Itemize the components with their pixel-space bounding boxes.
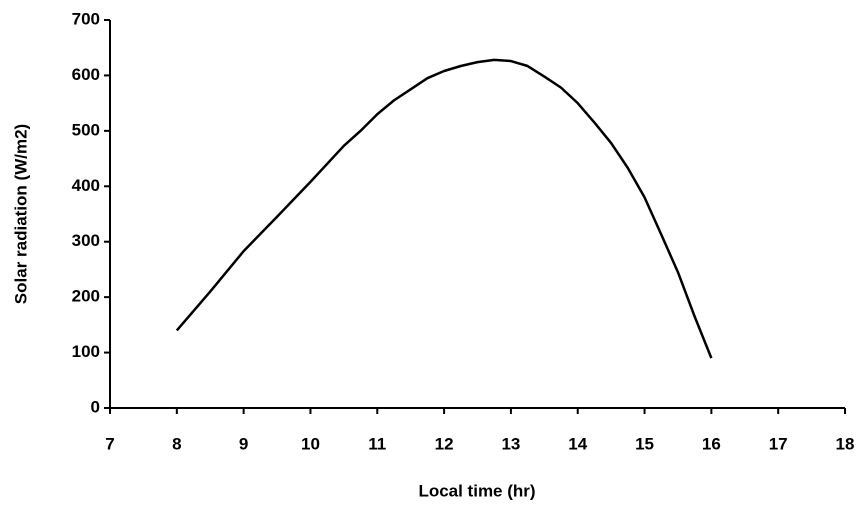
y-tick-label: 600 [72,65,100,84]
y-tick-label: 200 [72,287,100,306]
y-tick-label: 300 [72,231,100,250]
x-tick-label: 18 [836,434,855,453]
x-tick-label: 13 [501,434,520,453]
y-tick-label: 400 [72,176,100,195]
x-axis-label: Local time (hr) [418,481,535,500]
y-tick-label: 700 [72,9,100,28]
x-tick-label: 14 [568,434,587,453]
y-tick-label: 0 [91,397,100,416]
x-tick-label: 12 [435,434,454,453]
x-tick-label: 10 [301,434,320,453]
data-line [175,58,713,359]
y-axis-label: Solar radiation (W/m2) [11,124,30,304]
x-tick-label: 7 [105,434,114,453]
x-tick-label: 16 [702,434,721,453]
y-tick-label: 500 [72,120,100,139]
x-tick-label: 8 [172,434,181,453]
x-tick-label: 17 [769,434,788,453]
x-tick-label: 9 [239,434,248,453]
y-tick-label: 100 [72,342,100,361]
x-tick-label: 11 [368,434,386,453]
x-tick-label: 15 [635,434,654,453]
